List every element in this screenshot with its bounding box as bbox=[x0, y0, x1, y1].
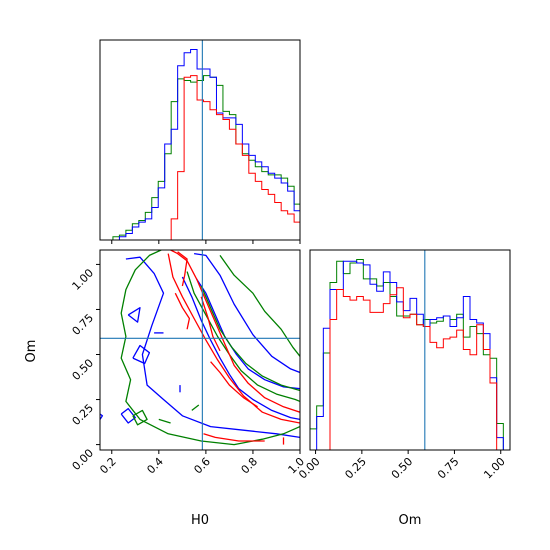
h0-x-tick-label: 0.2 bbox=[97, 455, 119, 477]
y-axis-label-om: Om bbox=[24, 340, 39, 363]
contour-series-1-line-3 bbox=[200, 285, 300, 392]
contour-series-0-line-8 bbox=[120, 407, 136, 424]
om-y-tick-label: 0.75 bbox=[70, 311, 97, 338]
h0-om-contour-panel: 0.2 0.4 0.6 0.8 1.00.000.250.500.751.00 bbox=[70, 249, 307, 477]
histogram-series-2 bbox=[100, 75, 301, 241]
contour-series-0-line-2 bbox=[181, 276, 300, 421]
h0-x-tick-label: 0.4 bbox=[144, 455, 166, 477]
contour-series-2-line-6 bbox=[203, 433, 265, 442]
contour-series-1-line-6 bbox=[191, 404, 200, 411]
histogram-series-2 bbox=[310, 287, 510, 451]
contour-series-1-line-4 bbox=[132, 409, 148, 426]
h0-histogram-frame bbox=[99, 39, 301, 241]
histogram-series-1 bbox=[310, 260, 510, 451]
contour-series-2-line-3 bbox=[174, 292, 191, 330]
contour-series-2-line-2 bbox=[177, 251, 188, 287]
contour-series-0-line-0 bbox=[125, 256, 300, 439]
histogram-series-0 bbox=[309, 259, 510, 451]
om-x-tick-label: 0.25 bbox=[342, 455, 369, 482]
h0-x-tick-label: 0.6 bbox=[191, 455, 213, 477]
om-y-tick-label: 0.00 bbox=[70, 447, 97, 474]
om-marginal-histogram-panel: 0.00 0.25 0.50 0.75 1.00 bbox=[296, 249, 511, 482]
contour-series-2-line-4 bbox=[200, 296, 221, 352]
h0-x-tick-label: 0.8 bbox=[238, 455, 260, 477]
contour-series-0-line-3 bbox=[195, 278, 300, 390]
contour-series-2-line-1 bbox=[167, 253, 300, 424]
contour-series-2-line-5 bbox=[210, 361, 258, 408]
om-y-tick-label: 0.50 bbox=[70, 356, 97, 383]
contour-series-1-line-2 bbox=[186, 271, 300, 403]
x-axis-label-om: Om bbox=[399, 513, 422, 528]
h0-marginal-histogram-panel bbox=[99, 39, 301, 244]
contour-series-0-line-1 bbox=[194, 252, 300, 374]
om-histogram-frame bbox=[309, 249, 511, 451]
x-axis-label-h0: H0 bbox=[191, 513, 209, 528]
contour-series-2-line-0 bbox=[170, 250, 300, 413]
om-x-tick-label: 0.75 bbox=[435, 455, 462, 482]
om-y-tick-label: 1.00 bbox=[70, 266, 97, 293]
contour-group bbox=[100, 250, 300, 446]
om-y-tick-label: 0.25 bbox=[70, 401, 97, 428]
contour-series-0-line-4 bbox=[132, 344, 151, 365]
contour-series-1-line-1 bbox=[219, 255, 300, 357]
contour-series-1-line-0 bbox=[120, 250, 300, 446]
om-x-tick-label: 0.50 bbox=[389, 455, 416, 482]
contour-series-0-line-5 bbox=[127, 307, 141, 323]
contour-frame bbox=[99, 249, 301, 451]
om-x-tick-label: 1.00 bbox=[481, 455, 508, 482]
contour-series-1-line-5 bbox=[158, 418, 171, 424]
contour-series-0-line-7 bbox=[100, 413, 104, 421]
histogram-series-1 bbox=[100, 49, 301, 241]
